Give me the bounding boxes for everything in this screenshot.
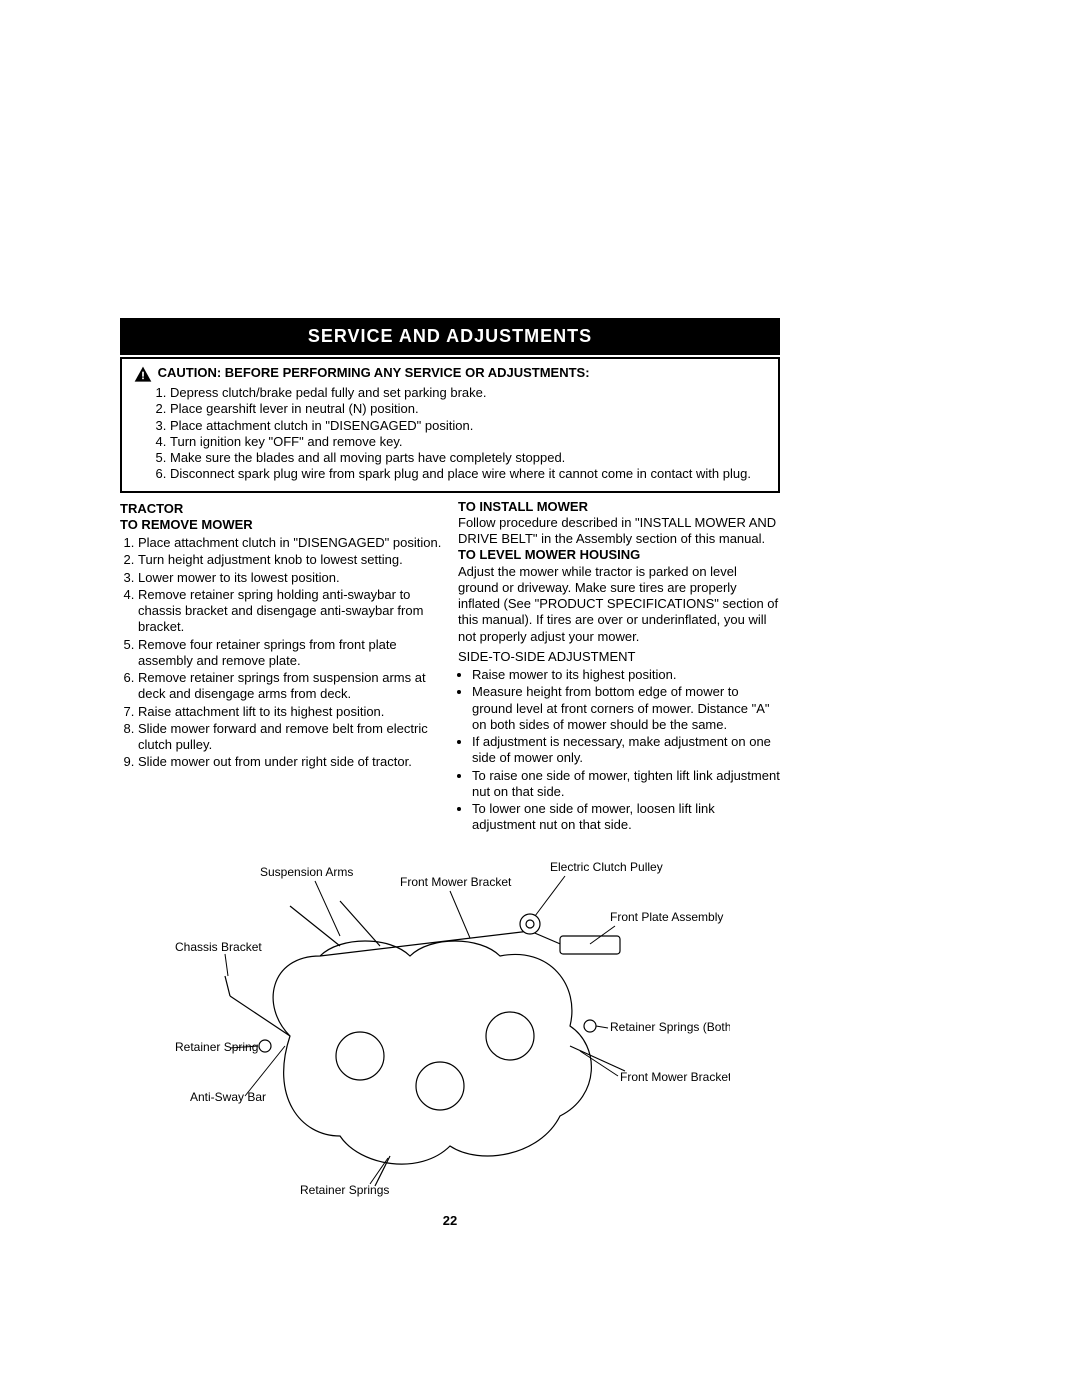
caution-item: Depress clutch/brake pedal fully and set…	[170, 385, 768, 401]
label-retainer-springs-both: Retainer Springs (Both Sides)	[610, 1020, 730, 1034]
label-retainer-springs-bottom: Retainer Springs	[300, 1183, 389, 1197]
mower-diagram: Suspension Arms Front Mower Bracket Elec…	[120, 846, 780, 1228]
step: Turn height adjustment knob to lowest se…	[138, 552, 442, 568]
caution-item: Place attachment clutch in "DISENGAGED" …	[170, 418, 768, 434]
label-front-mower-bracket-right: Front Mower Bracket	[620, 1070, 730, 1084]
bullet: Raise mower to its highest position.	[472, 667, 780, 683]
svg-text:Front Plate Assembly: Front Plate Assembly	[610, 910, 723, 924]
warning-icon	[132, 365, 154, 385]
step: Slide mower out from under right side of…	[138, 754, 442, 770]
level-paragraph: Adjust the mower while tractor is parked…	[458, 564, 780, 645]
bullet: To raise one side of mower, tighten lift…	[472, 768, 780, 801]
step: Remove retainer springs from suspension …	[138, 670, 442, 703]
svg-text:Electric Clutch Pulley: Electric Clutch Pulley	[550, 860, 663, 874]
svg-text:Anti-Sway Bar: Anti-Sway Bar	[190, 1090, 266, 1104]
label-electric-clutch: Electric Clutch Pulley	[550, 860, 663, 874]
left-column: TRACTOR TO REMOVE MOWER Place attachment…	[120, 499, 442, 836]
side-adjust-list: Raise mower to its highest position. Mea…	[472, 667, 780, 834]
tractor-heading: TRACTOR	[120, 501, 442, 517]
svg-text:Front Mower Bracket: Front Mower Bracket	[620, 1070, 730, 1084]
bullet: To lower one side of mower, loosen lift …	[472, 801, 780, 834]
level-housing-heading: TO LEVEL MOWER HOUSING	[458, 547, 780, 563]
caution-header: CAUTION: BEFORE PERFORMING ANY SERVICE O…	[158, 365, 590, 380]
label-front-mower-bracket-top: Front Mower Bracket	[400, 875, 512, 889]
svg-text:Front Mower Bracket: Front Mower Bracket	[400, 875, 512, 889]
step: Raise attachment lift to its highest pos…	[138, 704, 442, 720]
install-mower-heading: TO INSTALL MOWER	[458, 499, 780, 515]
step: Slide mower forward and remove belt from…	[138, 721, 442, 754]
caution-item: Make sure the blades and all moving part…	[170, 450, 768, 466]
install-paragraph: Follow procedure described in "INSTALL M…	[458, 515, 780, 548]
side-adjust-heading: SIDE-TO-SIDE ADJUSTMENT	[458, 649, 780, 665]
label-suspension-arms: Suspension Arms	[260, 865, 353, 879]
svg-text:Chassis Bracket: Chassis Bracket	[175, 940, 262, 954]
content-block: SERVICE AND ADJUSTMENTS CAUTION: BEFORE …	[120, 318, 780, 1228]
label-chassis-bracket: Chassis Bracket	[175, 940, 262, 954]
remove-mower-heading: TO REMOVE MOWER	[120, 517, 442, 533]
caution-item: Turn ignition key "OFF" and remove key.	[170, 434, 768, 450]
caution-list: Depress clutch/brake pedal fully and set…	[170, 385, 768, 483]
bullet: If adjustment is necessary, make adjustm…	[472, 734, 780, 767]
step: Remove retainer spring holding anti-sway…	[138, 587, 442, 636]
page: SERVICE AND ADJUSTMENTS CAUTION: BEFORE …	[0, 0, 1080, 1393]
label-anti-sway: Anti-Sway Bar	[190, 1090, 266, 1104]
caution-item: Place gearshift lever in neutral (N) pos…	[170, 401, 768, 417]
step: Place attachment clutch in "DISENGAGED" …	[138, 535, 442, 551]
caution-item: Disconnect spark plug wire from spark pl…	[170, 466, 768, 482]
label-front-plate: Front Plate Assembly	[610, 910, 723, 924]
caution-box: CAUTION: BEFORE PERFORMING ANY SERVICE O…	[120, 357, 780, 493]
step: Lower mower to its lowest position.	[138, 570, 442, 586]
svg-text:Retainer Springs (Both Sides): Retainer Springs (Both Sides)	[610, 1020, 730, 1034]
svg-text:Suspension Arms: Suspension Arms	[260, 865, 353, 879]
right-column: TO INSTALL MOWER Follow procedure descri…	[458, 499, 780, 836]
step: Remove four retainer springs from front …	[138, 637, 442, 670]
two-column-body: TRACTOR TO REMOVE MOWER Place attachment…	[120, 499, 780, 836]
svg-text:Retainer Springs: Retainer Springs	[300, 1183, 389, 1197]
bullet: Measure height from bottom edge of mower…	[472, 684, 780, 733]
page-number: 22	[120, 1213, 780, 1228]
section-title: SERVICE AND ADJUSTMENTS	[120, 318, 780, 355]
remove-steps: Place attachment clutch in "DISENGAGED" …	[138, 535, 442, 771]
